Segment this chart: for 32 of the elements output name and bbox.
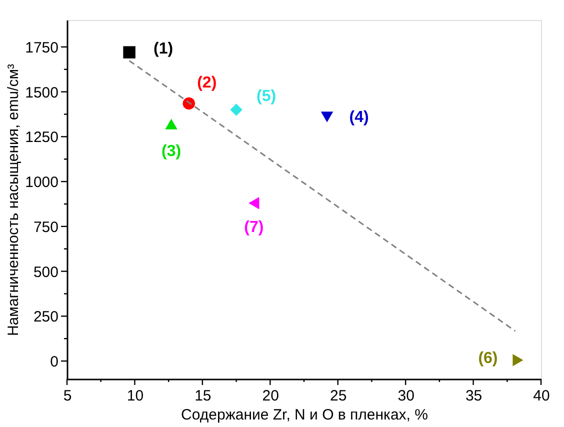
point bbox=[320, 112, 334, 122]
point bbox=[248, 196, 260, 210]
y-tick-label: 500 bbox=[33, 264, 58, 281]
x-tick-label: 20 bbox=[262, 388, 279, 404]
x-tick-label: 15 bbox=[194, 388, 212, 404]
series-label: (1) bbox=[154, 40, 174, 58]
point bbox=[165, 118, 178, 130]
x-tick-label: 40 bbox=[533, 388, 550, 404]
x-tick-label: 30 bbox=[398, 388, 414, 404]
y-tick-label: 1000 bbox=[25, 174, 58, 192]
x-tick-label: 10 bbox=[126, 388, 144, 404]
series-label: (4) bbox=[349, 108, 369, 126]
series-label: (5) bbox=[256, 88, 276, 105]
x-tick-label: 5 bbox=[63, 388, 72, 404]
y-tick-label: 0 bbox=[50, 354, 58, 371]
series-label: (2) bbox=[197, 74, 217, 92]
y-tick-label: 1500 bbox=[25, 84, 58, 102]
x-axis-title: Содержание Zr, N и O в пленках, % bbox=[181, 406, 428, 424]
y-axis-title: Намагниченность насыщения, emu/см³ bbox=[5, 64, 22, 336]
point bbox=[182, 97, 196, 110]
series-label: (7) bbox=[244, 219, 264, 236]
point bbox=[512, 354, 524, 366]
y-tick-label: 1250 bbox=[25, 129, 58, 146]
series-label: (6) bbox=[478, 350, 498, 368]
x-tick-label: 25 bbox=[330, 388, 347, 404]
y-tick-label: 750 bbox=[33, 218, 58, 236]
x-tick-label: 35 bbox=[465, 388, 482, 404]
series-label: (3) bbox=[162, 143, 182, 160]
point bbox=[123, 46, 136, 58]
y-tick-label: 1750 bbox=[25, 39, 58, 56]
point bbox=[230, 104, 242, 116]
y-tick-label: 250 bbox=[33, 308, 58, 326]
